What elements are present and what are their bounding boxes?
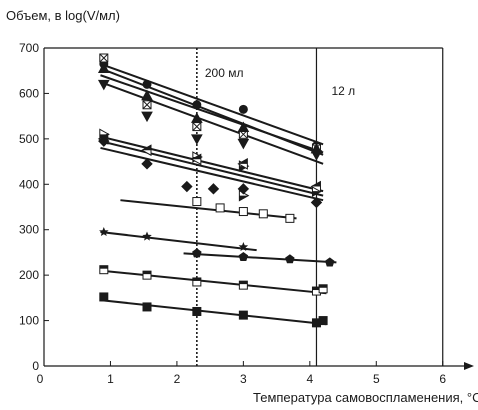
data-point-diamond bbox=[237, 183, 250, 195]
data-point-square-open bbox=[258, 209, 268, 219]
y-tick-label: 300 bbox=[19, 223, 39, 237]
y-tick-label: 200 bbox=[19, 268, 39, 282]
fit-line bbox=[100, 62, 324, 146]
data-point-square-open bbox=[238, 207, 248, 217]
fit-line bbox=[100, 81, 324, 165]
x-tick-label: 6 bbox=[439, 372, 446, 386]
data-point-triangle-up bbox=[97, 62, 110, 73]
x-axis-arrow bbox=[464, 362, 474, 370]
x-tick-label: 4 bbox=[306, 372, 313, 386]
data-point-star bbox=[142, 231, 152, 241]
data-point-triangle-down bbox=[310, 150, 323, 161]
x-axis-label: Температура самовоспламенения, °С bbox=[253, 390, 478, 405]
data-point-diamond bbox=[181, 180, 193, 193]
data-point-circle bbox=[238, 104, 248, 114]
data-point-left-triangle bbox=[310, 180, 321, 193]
data-point-square-half bbox=[192, 277, 202, 287]
axes: 0 100 200 300 400 500 600 700 0 1 2 3 4 5 6 bbox=[19, 41, 474, 386]
fit-line bbox=[100, 269, 327, 295]
fit-lines bbox=[100, 62, 337, 326]
data-point-boxed-x bbox=[142, 100, 152, 110]
data-point-triangle-up bbox=[141, 89, 153, 101]
fit-line bbox=[100, 146, 324, 202]
data-point-square-filled bbox=[192, 306, 202, 316]
data-point-star bbox=[238, 242, 249, 251]
data-point-half-right-triangle bbox=[238, 189, 250, 202]
data-point-square-half bbox=[318, 284, 328, 294]
data-point-boxed-x bbox=[192, 122, 202, 132]
data-point-square-half bbox=[238, 280, 248, 290]
x-tick-label: 1 bbox=[107, 372, 114, 386]
data-point-triangle-up bbox=[191, 112, 203, 123]
data-point-circle bbox=[192, 100, 202, 110]
data-point-pentagon bbox=[238, 252, 249, 261]
data-point-square-filled bbox=[142, 302, 152, 312]
data-points bbox=[97, 53, 335, 328]
data-point-diamond bbox=[310, 196, 323, 209]
data-point-left-triangle bbox=[237, 157, 248, 170]
fit-line bbox=[100, 74, 324, 154]
data-point-square-filled bbox=[238, 310, 248, 320]
data-point-square-filled bbox=[99, 292, 109, 302]
data-point-square-open bbox=[285, 213, 295, 223]
data-point-circle bbox=[142, 79, 152, 89]
data-point-boxed-x bbox=[99, 53, 109, 63]
y-tick-label: 700 bbox=[19, 41, 39, 55]
data-point-triangle-down bbox=[97, 79, 110, 91]
data-point-left-triangle bbox=[190, 153, 202, 166]
fit-line bbox=[120, 199, 297, 220]
data-point-triangle-down bbox=[141, 111, 153, 123]
x-tick-label: 2 bbox=[174, 372, 181, 386]
data-point-left-triangle bbox=[140, 144, 152, 157]
data-point-diamond bbox=[141, 158, 153, 170]
data-point-star bbox=[99, 227, 109, 236]
fit-line bbox=[100, 135, 324, 193]
data-point-pentagon bbox=[325, 257, 335, 267]
data-point-triangle-down bbox=[237, 138, 250, 150]
x-tick-label: 5 bbox=[373, 372, 380, 386]
data-point-square-open bbox=[192, 197, 202, 207]
x-tick-label: 0 bbox=[37, 372, 44, 386]
data-point-triangle-up bbox=[237, 121, 250, 132]
data-point-square-half bbox=[99, 265, 109, 275]
data-point-diamond bbox=[98, 135, 110, 147]
y-axis-label: Объем, в log(V/мл) bbox=[6, 8, 120, 23]
data-point-triangle-down bbox=[191, 134, 203, 145]
y-tick-label: 100 bbox=[19, 314, 39, 328]
y-tick-label: 600 bbox=[19, 86, 39, 100]
reference-line-label: 200 мл bbox=[205, 66, 244, 80]
y-tick-label: 0 bbox=[32, 359, 39, 373]
y-tick-label: 400 bbox=[19, 177, 39, 191]
data-point-square-filled bbox=[318, 316, 328, 326]
y-tick-label: 500 bbox=[19, 132, 39, 146]
x-tick-label: 3 bbox=[240, 372, 247, 386]
data-point-square-open bbox=[215, 203, 225, 213]
reference-line-label: 12 л bbox=[331, 84, 355, 98]
fit-line bbox=[100, 140, 324, 197]
fit-line bbox=[100, 299, 327, 326]
data-point-pentagon bbox=[285, 254, 295, 264]
data-point-square-half bbox=[142, 270, 152, 280]
fit-line bbox=[183, 252, 337, 264]
fit-line bbox=[100, 230, 257, 252]
data-point-pentagon bbox=[192, 248, 202, 258]
data-point-diamond bbox=[207, 183, 220, 195]
